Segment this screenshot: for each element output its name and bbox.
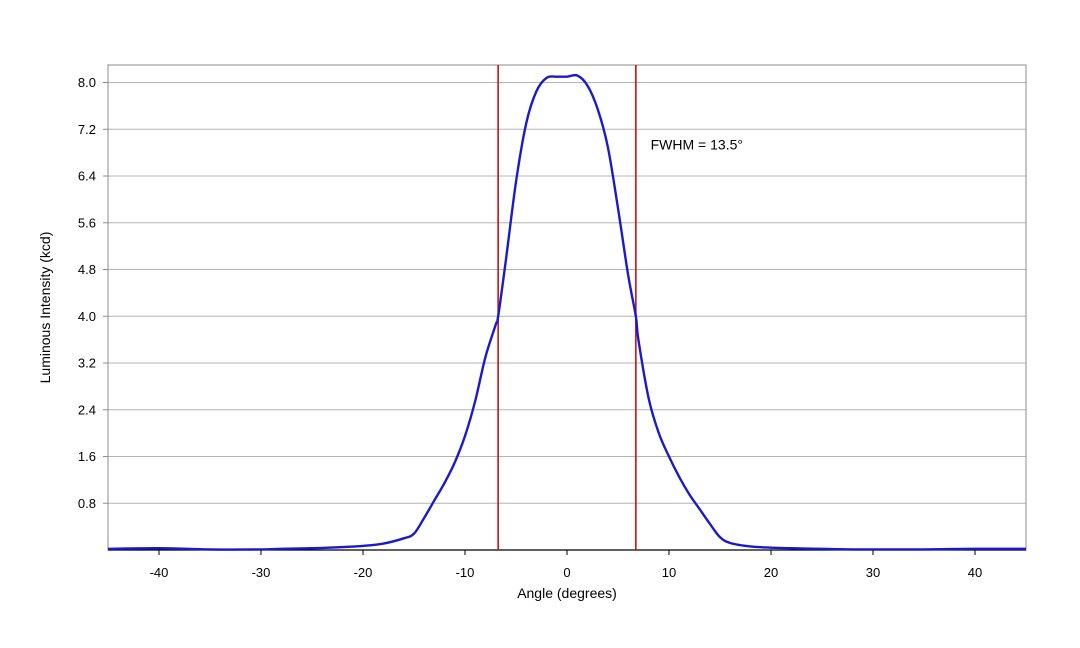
fwhm-markers xyxy=(497,65,637,550)
y-tick-label: 2.4 xyxy=(78,402,96,417)
y-tick-label: 4.0 xyxy=(78,309,96,324)
series-group xyxy=(107,73,1027,551)
y-tick-label: 1.6 xyxy=(78,449,96,464)
x-tick-label: -20 xyxy=(354,565,373,580)
intensity-curve xyxy=(107,73,1027,551)
x-tick-label: 0 xyxy=(563,565,570,580)
y-tick-label: 4.8 xyxy=(78,262,96,277)
annotations: FWHM = 13.5° xyxy=(651,137,743,153)
fwhm-annotation: FWHM = 13.5° xyxy=(651,137,743,153)
y-tick-label: 7.2 xyxy=(78,122,96,137)
y-tick-label: 5.6 xyxy=(78,215,96,230)
y-tick-labels: 0.8 1.6 2.4 3.2 4.0 4.8 5.6 6.4 7.2 8.0 xyxy=(78,75,108,511)
y-tick-label: 0.8 xyxy=(78,496,96,511)
x-tick-label: -40 xyxy=(150,565,169,580)
x-tick-labels: -40 -30 -20 -10 0 10 20 30 40 xyxy=(150,550,982,580)
x-tick-label: 20 xyxy=(764,565,778,580)
y-tick-label: 3.2 xyxy=(78,356,96,371)
y-axis-title: Luminous Intensity (kcd) xyxy=(37,232,53,384)
x-axis-title: Angle (degrees) xyxy=(517,585,617,601)
x-tick-label: 30 xyxy=(866,565,880,580)
y-tick-label: 8.0 xyxy=(78,75,96,90)
x-tick-label: -30 xyxy=(252,565,271,580)
plot-background xyxy=(108,65,1026,550)
x-tick-label: 40 xyxy=(968,565,982,580)
x-tick-label: 10 xyxy=(662,565,676,580)
gridlines xyxy=(108,82,1026,504)
x-tick-label: -10 xyxy=(456,565,475,580)
y-tick-label: 6.4 xyxy=(78,169,96,184)
